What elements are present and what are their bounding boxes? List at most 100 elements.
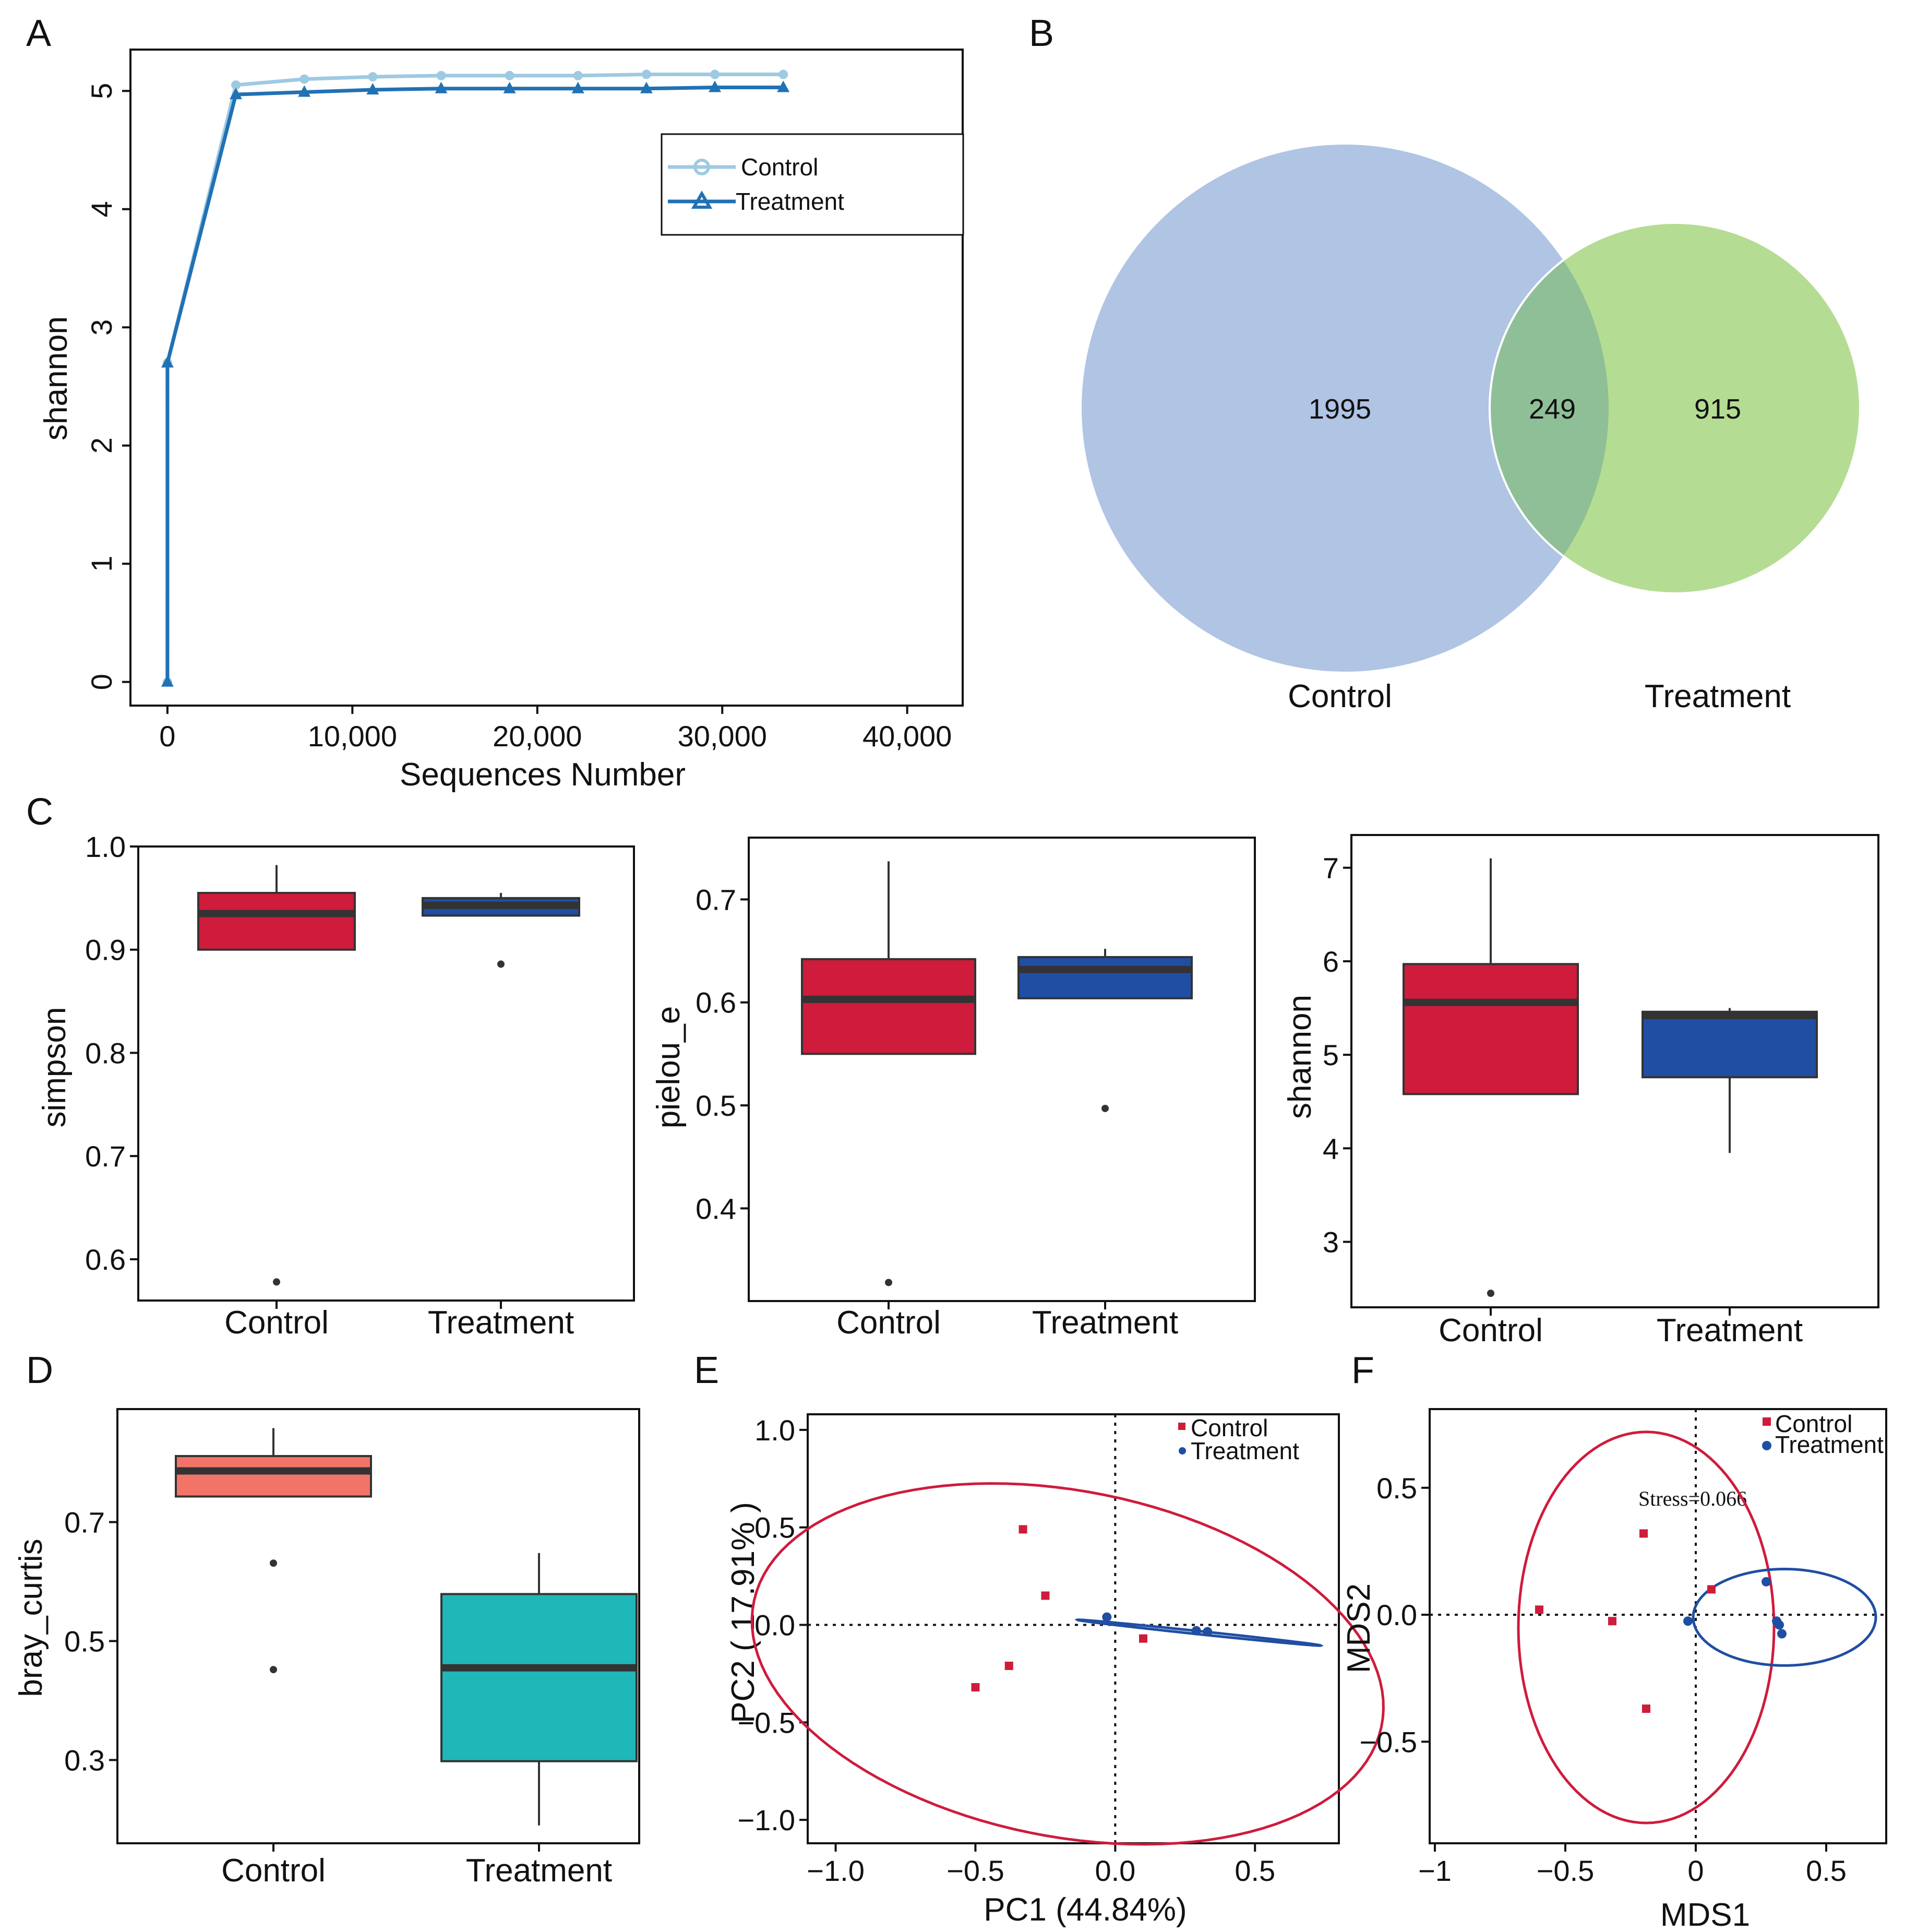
panel-letter-f: F bbox=[1351, 1350, 1374, 1391]
y-tick-label: 6 bbox=[1323, 945, 1339, 978]
data-point-control bbox=[231, 80, 241, 90]
boxplot-shannon: shannon 3 4 5 6 7 Control Treatment bbox=[1282, 834, 1879, 1349]
data-point-control bbox=[1004, 1661, 1013, 1670]
plot-frame-e bbox=[807, 1413, 1340, 1844]
x-tick-label-treatment: Treatment bbox=[1657, 1313, 1803, 1349]
box-control bbox=[1403, 963, 1579, 1095]
data-point-treatment bbox=[1191, 1626, 1201, 1636]
y-tick-label: 1.0 bbox=[85, 830, 126, 863]
x-tick-label-control: Control bbox=[221, 1853, 326, 1889]
plot-frame-c2 bbox=[748, 837, 1256, 1302]
legend-label-treatment-f: Treatment bbox=[1775, 1431, 1884, 1458]
data-point-control bbox=[641, 69, 651, 79]
data-point-control bbox=[778, 69, 788, 79]
data-point-treatment bbox=[1777, 1629, 1787, 1639]
data-point-control bbox=[1019, 1525, 1027, 1534]
data-point-treatment bbox=[435, 81, 448, 93]
plot-frame-f bbox=[1429, 1408, 1887, 1844]
panel-a: A 0 10,000 20,000 30,000 40,000 0 1 2 3 4 5 Seque… bbox=[26, 13, 964, 793]
y-axis-label-d: bray_curtis bbox=[13, 1539, 49, 1697]
venn-circle-control bbox=[1082, 145, 1609, 672]
outlier-point-control bbox=[270, 1559, 277, 1567]
data-point-control bbox=[710, 69, 720, 79]
box-treatment bbox=[1017, 956, 1193, 999]
y-axis-ticks-a: 0 1 2 3 4 5 bbox=[85, 83, 130, 690]
data-point-control bbox=[1608, 1617, 1616, 1626]
data-point-control bbox=[1139, 1634, 1147, 1643]
venn-set-label-control: Control bbox=[1288, 678, 1392, 714]
y-tick-label: 0.4 bbox=[696, 1192, 736, 1225]
box-treatment bbox=[1642, 1010, 1818, 1079]
x-tick-label: 0.0 bbox=[1095, 1854, 1135, 1887]
outlier-point-treatment bbox=[497, 960, 505, 968]
venn-set-label-treatment: Treatment bbox=[1645, 678, 1791, 714]
box-control bbox=[197, 891, 356, 951]
x-tick-label: 30,000 bbox=[678, 720, 767, 753]
y-tick-label: 0.7 bbox=[64, 1506, 105, 1539]
x-tick-label: 10,000 bbox=[308, 720, 397, 753]
x-tick-label: −1.0 bbox=[807, 1854, 865, 1887]
x-tick-label-treatment: Treatment bbox=[466, 1853, 612, 1889]
data-point-control bbox=[1639, 1529, 1648, 1538]
data-point-treatment bbox=[366, 83, 379, 95]
data-point-treatment bbox=[709, 80, 722, 92]
y-tick-label: 0.6 bbox=[696, 986, 736, 1019]
x-axis-label-f: MDS1 bbox=[1660, 1897, 1750, 1932]
data-point-control bbox=[368, 72, 378, 82]
venn-count-treatment-only: 915 bbox=[1694, 393, 1741, 425]
panel-b: B 1995 249 915 Control Treatment bbox=[1029, 13, 1861, 714]
data-point-control bbox=[299, 74, 309, 84]
nmds-plot: MDS1 MDS2 Stress=0.066 Control Treatment… bbox=[1341, 1408, 1887, 1932]
y-axis-label-e: PC2 ( 17.91% ) bbox=[725, 1502, 761, 1723]
data-point-treatment bbox=[640, 81, 653, 93]
data-point-treatment bbox=[161, 356, 174, 368]
y-tick-label: 0.3 bbox=[64, 1744, 105, 1776]
panel-letter-a: A bbox=[26, 13, 51, 54]
box-control bbox=[175, 1455, 372, 1498]
y-tick-label: 4 bbox=[85, 201, 118, 217]
x-tick-label: −0.5 bbox=[1537, 1854, 1595, 1887]
y-tick-label: 4 bbox=[1323, 1132, 1339, 1165]
data-point-treatment bbox=[1203, 1627, 1213, 1637]
boxplot-bray-curtis: bray_curtis 0.3 0.5 0.7 Control Treatment bbox=[13, 1408, 640, 1889]
legend-marker-treatment-f bbox=[1762, 1441, 1771, 1450]
x-tick-label-treatment: Treatment bbox=[428, 1305, 574, 1341]
y-axis-label-c1: simpson bbox=[37, 1007, 73, 1128]
confidence-ellipse-control bbox=[750, 1482, 1385, 1846]
y-tick-label: 0.7 bbox=[696, 883, 736, 916]
plot-frame-c3 bbox=[1350, 834, 1879, 1308]
x-tick-label-control: Control bbox=[836, 1305, 941, 1341]
venn-count-shared: 249 bbox=[1529, 393, 1576, 425]
x-axis-label-e: PC1 (44.84%) bbox=[984, 1892, 1187, 1928]
data-point-control bbox=[436, 70, 446, 80]
data-point-treatment bbox=[1102, 1612, 1112, 1622]
y-axis-label-c3: shannon bbox=[1282, 995, 1318, 1119]
y-tick-label: 0.7 bbox=[85, 1140, 126, 1173]
data-point-treatment bbox=[1683, 1616, 1693, 1626]
data-point-control bbox=[1041, 1591, 1050, 1600]
legend-box-a bbox=[661, 133, 964, 236]
y-axis-label-a: shannon bbox=[38, 316, 74, 440]
confidence-ellipse-treatment bbox=[1074, 1618, 1324, 1647]
legend-a: Control Treatment bbox=[661, 133, 964, 236]
x-axis-label-a: Sequences Number bbox=[400, 757, 686, 793]
legend-label-treatment-e: Treatment bbox=[1191, 1437, 1299, 1464]
data-point-treatment bbox=[230, 88, 243, 100]
legend-label-control-a: Control bbox=[741, 153, 818, 181]
outlier-point-control bbox=[270, 1666, 277, 1674]
x-tick-label-treatment: Treatment bbox=[1032, 1305, 1178, 1341]
legend-marker-control-a bbox=[693, 159, 710, 175]
outlier-point-control bbox=[885, 1279, 892, 1286]
y-tick-label: 0.0 bbox=[754, 1609, 795, 1642]
data-point-treatment bbox=[298, 85, 311, 97]
legend-label-control-f: Control bbox=[1775, 1410, 1852, 1437]
plot-frame-a bbox=[129, 49, 964, 707]
data-point-control bbox=[505, 70, 514, 80]
legend-label-treatment-a: Treatment bbox=[736, 188, 844, 215]
x-tick-label: 0 bbox=[1687, 1854, 1704, 1887]
data-point-control bbox=[971, 1683, 980, 1692]
x-tick-label: 40,000 bbox=[862, 720, 952, 753]
boxplot-pielou: pielou_e 0.4 0.5 0.6 0.7 Control Treatment bbox=[651, 837, 1256, 1341]
y-tick-label: 5 bbox=[85, 83, 118, 99]
